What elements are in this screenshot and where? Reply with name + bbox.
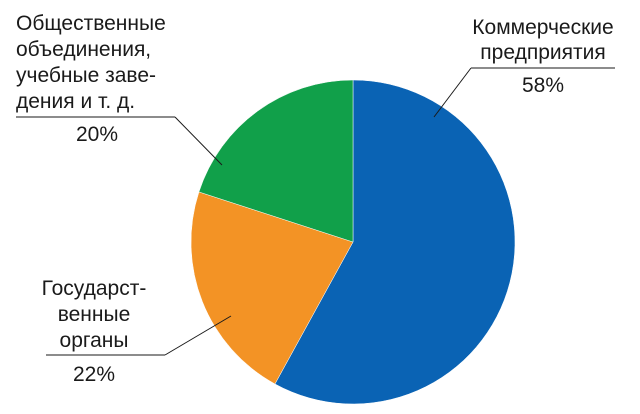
pie-slices — [190, 79, 516, 405]
slice-label-government-line-2: венные — [58, 303, 131, 326]
slice-label-public-line-3: учебные заве- — [16, 64, 156, 87]
slice-label-public: Общественные объединения, учебные заве- … — [16, 12, 223, 166]
slice-label-commercial-line-2: предприятия — [480, 41, 605, 64]
leader-line-commercial-diag — [433, 67, 472, 118]
slice-label-government-line-3: органы — [60, 329, 129, 352]
pie-slice-government — [190, 191, 354, 385]
slice-label-public-line-4: дения и т. д. — [16, 90, 135, 113]
slice-label-government-line-1: Государст- — [42, 277, 147, 300]
slice-label-commercial-line-1: Коммерческие — [472, 16, 613, 39]
value-label-public: 20% — [76, 123, 118, 146]
leader-line-government-diag — [164, 315, 232, 356]
slice-label-government: Государст- венные органы 22% — [42, 277, 232, 386]
value-label-government: 22% — [73, 363, 115, 386]
slice-label-commercial: Коммерческие предприятия 58% — [433, 16, 615, 118]
slice-label-public-line-2: объединения, — [16, 38, 151, 61]
slice-label-public-line-1: Общественные — [16, 12, 166, 35]
value-label-commercial: 58% — [522, 74, 564, 97]
pie-slice-commercial — [274, 79, 516, 405]
leader-line-public-diag — [174, 116, 223, 166]
pie-slice-public — [198, 79, 354, 243]
